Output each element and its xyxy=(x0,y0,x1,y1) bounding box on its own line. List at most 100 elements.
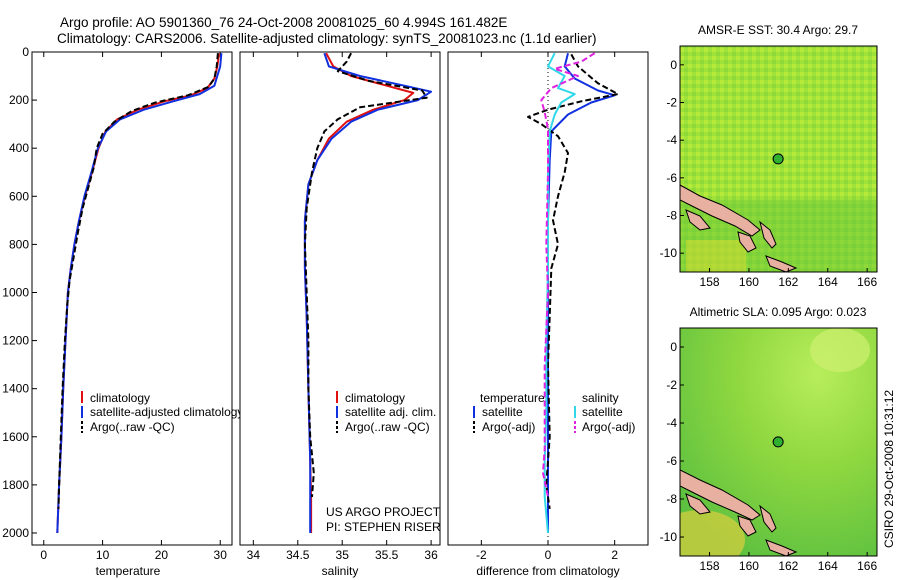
salinity-x-label: salinity xyxy=(322,564,359,578)
map-y-tick-label: -8 xyxy=(666,209,677,223)
map-y-tick-label: -2 xyxy=(666,96,677,110)
y-tick-label: 600 xyxy=(9,189,29,203)
x-tick-label: 35.5 xyxy=(375,548,399,562)
map-x-tick-label: 166 xyxy=(857,275,877,289)
temperature-legend-satellite: satellite-adjusted climatology xyxy=(90,405,243,419)
sst-cool-patch xyxy=(686,240,746,272)
map-x-tick-label: 162 xyxy=(778,559,798,573)
sla-low-patch xyxy=(680,510,745,556)
sst-island-north xyxy=(680,184,761,237)
y-tick-label: 1200 xyxy=(2,334,29,348)
sst-island-east xyxy=(759,220,777,249)
x-tick-label: 30 xyxy=(214,548,228,562)
sst-island-mid xyxy=(737,231,757,253)
map-x-tick-label: 162 xyxy=(778,275,798,289)
salinity-legend-satellite: satellite adj. clim. xyxy=(345,405,436,419)
difference-legend-temp-satellite: satellite xyxy=(482,405,523,419)
sla-island-north xyxy=(680,469,761,521)
temperature-legend: climatology satellite-adjusted climatolo… xyxy=(81,391,243,434)
map-x-tick-label: 164 xyxy=(818,559,838,573)
temperature-series xyxy=(56,53,223,534)
sst-map-axes: 158 160 162 164 166 0 -2 -4 -6 -8 -10 xyxy=(660,58,878,289)
salinity-plot-frame xyxy=(239,51,441,546)
figure-title-line2: Climatology: CARS2006. Satellite-adjuste… xyxy=(57,31,597,46)
temperature-legend-argo: Argo(..raw -QC) xyxy=(90,420,175,434)
difference-axes: -2 0 2 xyxy=(476,52,618,562)
series-line-salinity-satellite xyxy=(543,52,576,534)
sst-map-title: AMSR-E SST: 30.4 Argo: 29.7 xyxy=(698,23,858,37)
salinity-legend-argo: Argo(..raw -QC) xyxy=(345,420,430,434)
difference-legend-temp-argo: Argo(-adj) xyxy=(482,420,535,434)
sst-map-frame xyxy=(679,45,878,273)
temperature-plot-frame xyxy=(31,51,233,546)
y-tick-label: 0 xyxy=(22,45,29,59)
sla-map-frame xyxy=(679,327,878,557)
pi-annotation: PI: STEPHEN RISER xyxy=(326,520,441,534)
y-tick-label: 1800 xyxy=(2,478,29,492)
series-line-argo-raw-qc xyxy=(57,53,219,509)
y-tick-label: 2000 xyxy=(2,526,29,540)
figure-title-line1: Argo profile: AO 5901360_76 24-Oct-2008 … xyxy=(60,15,507,30)
map-y-tick-label: -2 xyxy=(666,378,677,392)
map-y-tick-label: -6 xyxy=(666,454,677,468)
map-x-tick-label: 160 xyxy=(739,275,759,289)
difference-legend-salinity-title: salinity xyxy=(582,391,619,405)
temperature-legend-climatology: climatology xyxy=(90,391,150,405)
x-tick-label: 34 xyxy=(247,548,261,562)
x-tick-label: 0 xyxy=(545,548,552,562)
difference-legend-sal-argo: Argo(-adj) xyxy=(582,420,635,434)
difference-legend-sal-satellite: satellite xyxy=(582,405,623,419)
x-tick-label: 2 xyxy=(611,548,618,562)
sla-island-mid xyxy=(737,515,757,537)
map-x-tick-label: 158 xyxy=(700,275,720,289)
salinity-panel: 34 34.5 35 35.5 36 salinity climatology sate… xyxy=(239,51,441,578)
project-annotation: US ARGO PROJECT xyxy=(326,505,441,519)
sla-map-title: Altimetric SLA: 0.095 Argo: 0.023 xyxy=(690,305,867,319)
series-line-salinity-argo-adj xyxy=(540,52,596,498)
temperature-panel: 0 10 20 30 0 200 400 600 800 1000 1200 1400 1600 1800… xyxy=(2,45,243,578)
series-line-argo-raw-qc xyxy=(303,52,428,497)
map-y-tick-label: -10 xyxy=(660,530,678,544)
y-tick-label: 1400 xyxy=(2,382,29,396)
map-y-tick-label: -6 xyxy=(666,171,677,185)
temperature-axes: 0 10 20 30 0 200 400 600 800 1000 1200 1400 1600 1800… xyxy=(2,45,227,562)
sst-map-panel: AMSR-E SST: 30.4 Argo: 29.7 158 160 162 164… xyxy=(660,23,878,289)
x-tick-label: 0 xyxy=(40,548,47,562)
sla-argo-location-marker xyxy=(772,436,784,448)
y-tick-label: 1600 xyxy=(2,430,29,444)
y-tick-label: 400 xyxy=(9,141,29,155)
salinity-legend-climatology: climatology xyxy=(345,391,405,405)
series-line-temperature-argo-adj xyxy=(527,53,619,510)
difference-x-label: difference from climatology xyxy=(476,564,619,578)
y-tick-label: 1000 xyxy=(2,285,29,299)
sla-island-east xyxy=(759,504,777,533)
map-y-tick-label: -10 xyxy=(660,246,678,260)
y-tick-label: 200 xyxy=(9,93,29,107)
sst-island-west xyxy=(685,209,711,231)
sst-argo-location-marker xyxy=(772,153,784,165)
map-x-tick-label: 164 xyxy=(818,275,838,289)
temperature-x-label: temperature xyxy=(96,564,161,578)
difference-legend-temperature-title: temperature xyxy=(480,391,545,405)
sla-high-patch xyxy=(810,328,870,372)
map-x-tick-label: 160 xyxy=(739,559,759,573)
csiro-credit: CSIRO 29-Oct-2008 10:31:12 xyxy=(882,390,896,548)
salinity-series xyxy=(303,52,433,533)
x-tick-label: 10 xyxy=(96,548,110,562)
x-tick-label: -2 xyxy=(476,548,487,562)
map-x-tick-label: 158 xyxy=(700,559,720,573)
map-y-tick-label: 0 xyxy=(670,340,677,354)
salinity-legend: climatology satellite adj. clim. Argo(..… xyxy=(336,391,436,434)
sla-map-axes: 158 160 162 164 166 0 -2 -4 -6 -8 -10 xyxy=(660,340,878,573)
y-tick-label: 800 xyxy=(9,237,29,251)
map-y-tick-label: 0 xyxy=(670,58,677,72)
x-tick-label: 20 xyxy=(155,548,169,562)
map-y-tick-label: -8 xyxy=(666,492,677,506)
map-y-tick-label: -4 xyxy=(666,416,677,430)
difference-legend: temperature satellite Argo(-adj) salinit… xyxy=(473,391,635,434)
x-tick-label: 35 xyxy=(336,548,350,562)
difference-panel: -2 0 2 difference from climatology tempera… xyxy=(447,51,649,578)
difference-series xyxy=(527,52,619,534)
sla-island-west xyxy=(685,493,711,515)
